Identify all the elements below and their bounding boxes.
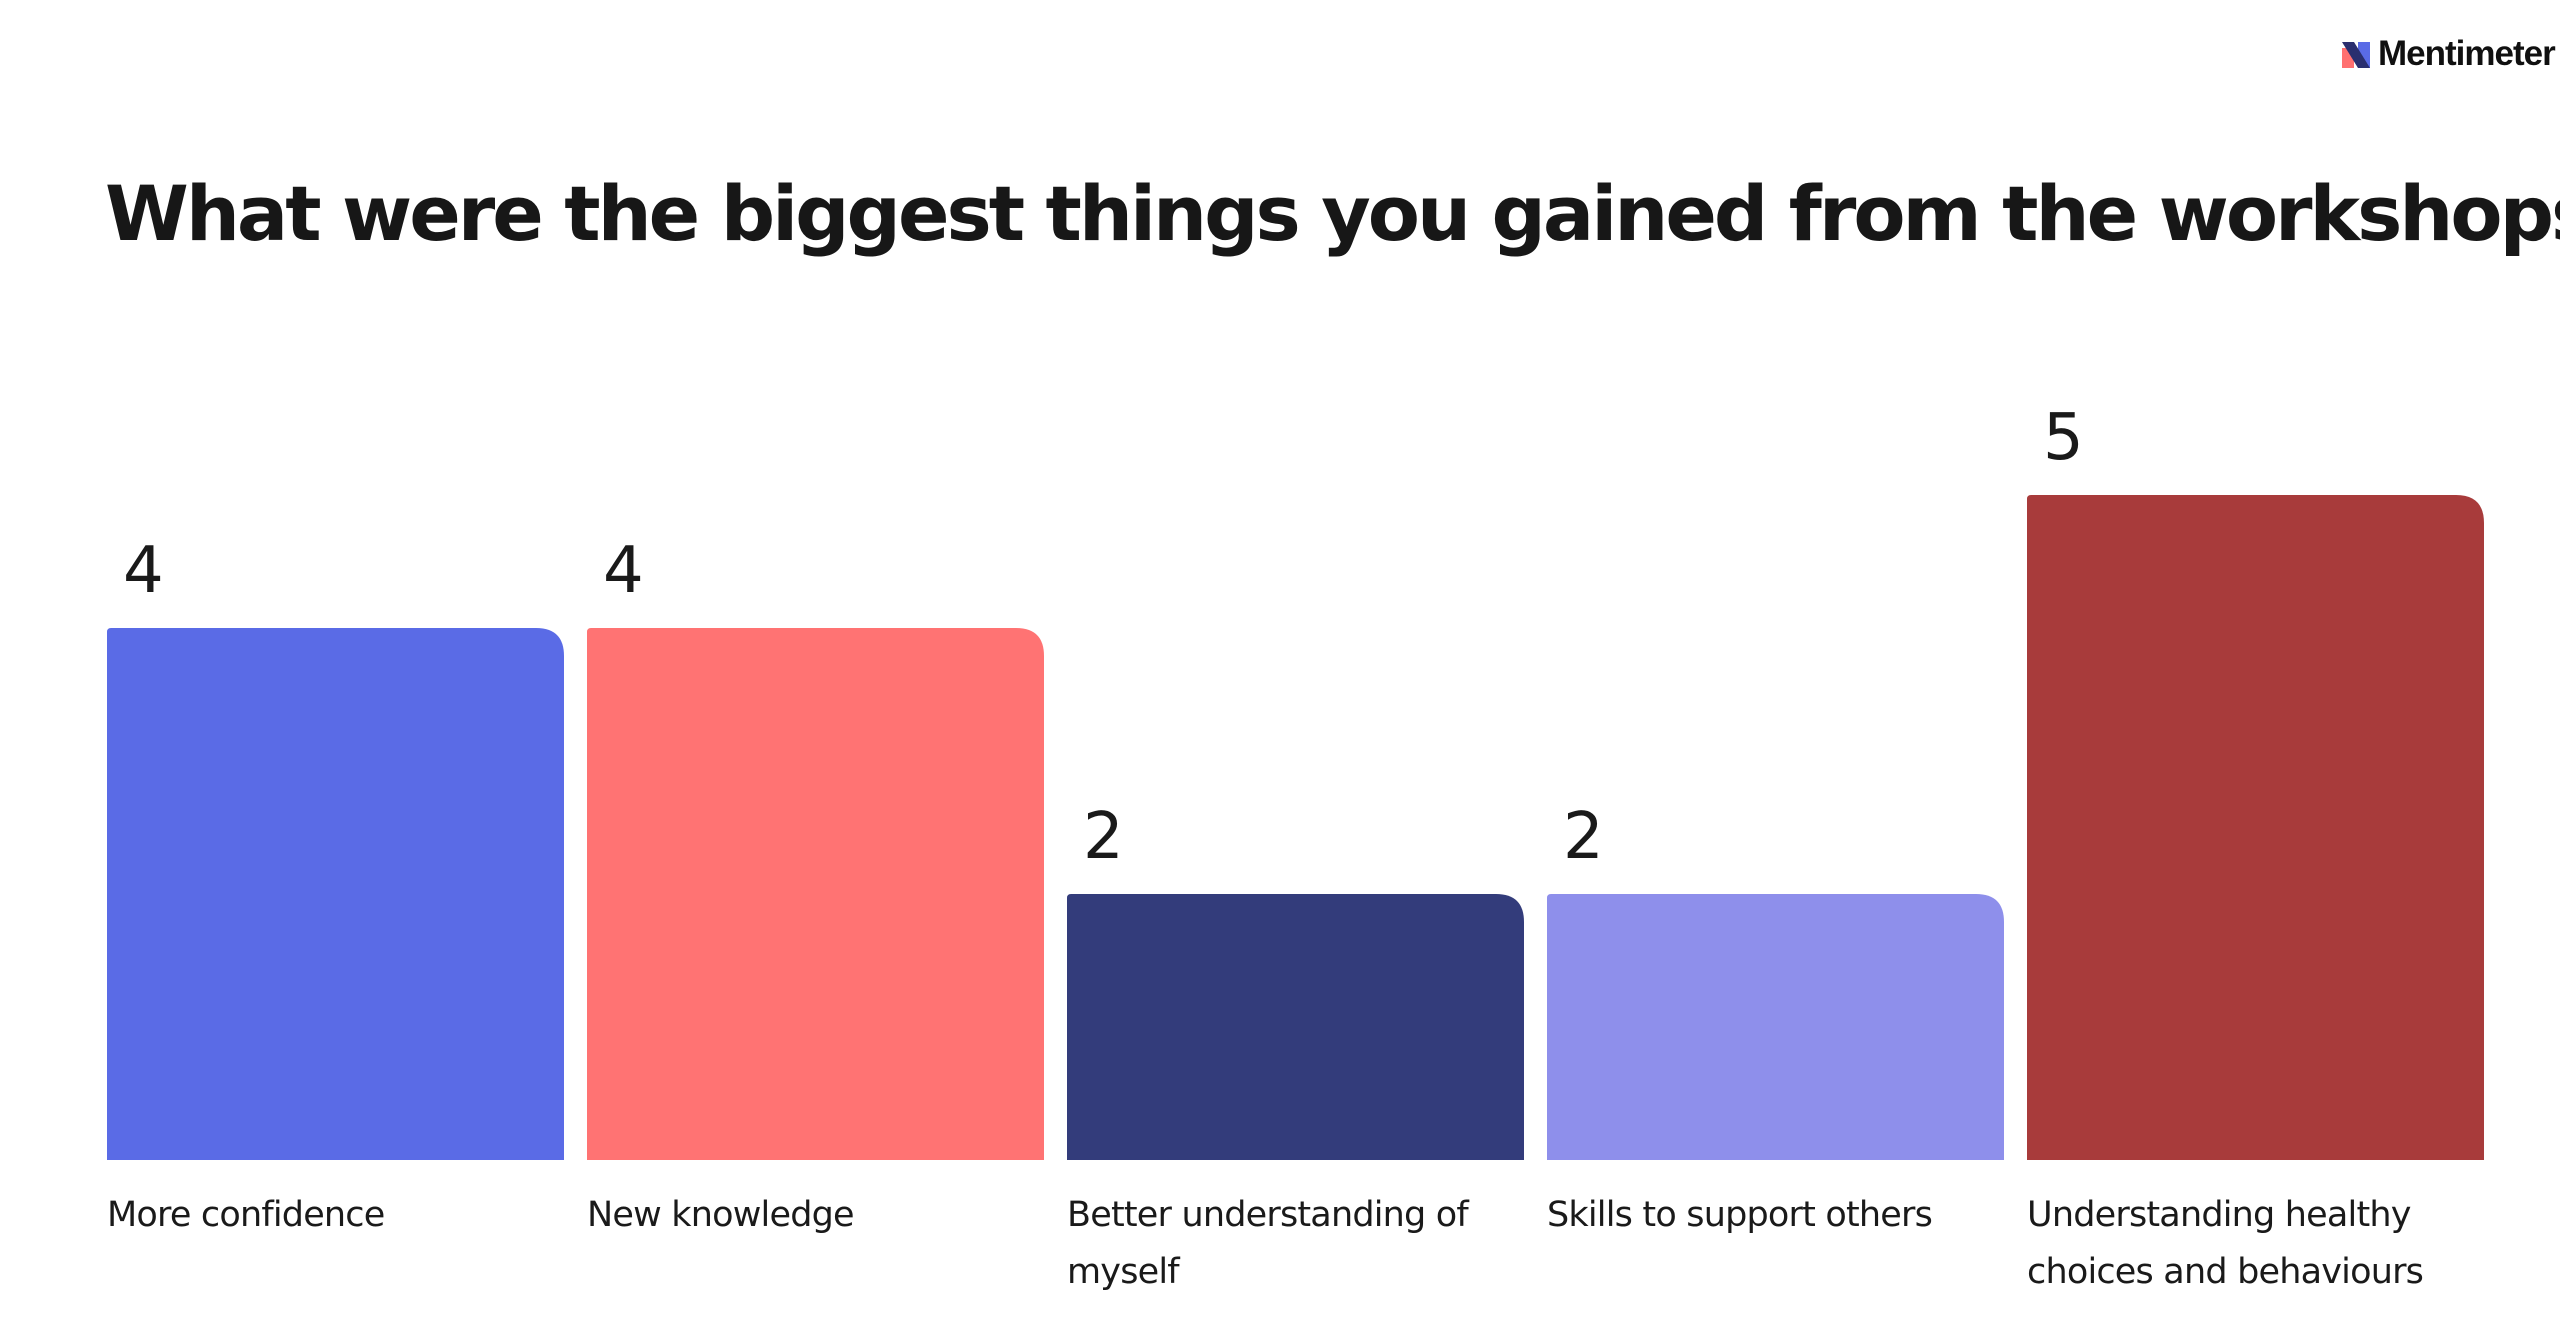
brand-logo: Mentimeter (2342, 34, 2556, 74)
mentimeter-logo-icon (2342, 42, 2370, 68)
bar-value-label: 2 (1083, 800, 1124, 874)
bar-value-label: 5 (2043, 401, 2084, 475)
bar-5 (2027, 495, 2484, 1160)
category-label: More confidence (107, 1195, 385, 1235)
category-label: Skills to support others (1547, 1195, 1933, 1235)
bar-3 (1067, 894, 1524, 1160)
category-label: Understanding healthy choices and behavi… (2027, 1195, 2424, 1292)
bar-1 (107, 628, 564, 1160)
bar-value-label: 4 (603, 534, 644, 608)
category-label: Better understanding of myself (1067, 1195, 1469, 1292)
bar-4 (1547, 894, 2004, 1160)
bar-value-label: 4 (123, 534, 164, 608)
category-label: New knowledge (587, 1195, 855, 1235)
bar-2 (587, 628, 1044, 1160)
brand-name: Mentimeter (2378, 34, 2556, 73)
bar-value-label: 2 (1563, 800, 1604, 874)
question-title: What were the biggest things you gained … (105, 169, 2560, 258)
